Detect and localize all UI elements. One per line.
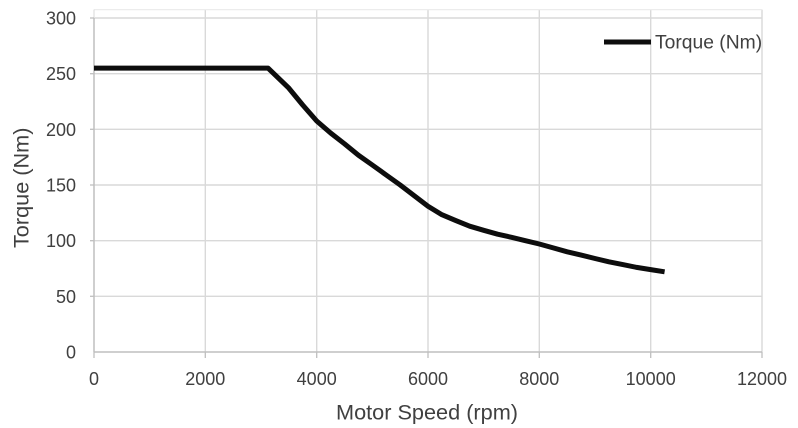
svg-text:150: 150 bbox=[46, 176, 76, 196]
svg-text:6000: 6000 bbox=[408, 369, 448, 389]
svg-text:100: 100 bbox=[46, 231, 76, 251]
svg-text:Motor Speed (rpm): Motor Speed (rpm) bbox=[336, 400, 518, 425]
svg-text:200: 200 bbox=[46, 120, 76, 140]
svg-text:Torque (Nm): Torque (Nm) bbox=[9, 128, 34, 249]
svg-text:10000: 10000 bbox=[626, 369, 676, 389]
svg-text:8000: 8000 bbox=[519, 369, 559, 389]
svg-text:12000: 12000 bbox=[737, 369, 787, 389]
svg-text:Torque (Nm): Torque (Nm) bbox=[655, 32, 762, 53]
svg-text:50: 50 bbox=[56, 287, 76, 307]
svg-text:0: 0 bbox=[66, 343, 76, 363]
svg-text:300: 300 bbox=[46, 9, 76, 29]
svg-text:4000: 4000 bbox=[297, 369, 337, 389]
svg-text:0: 0 bbox=[89, 369, 99, 389]
svg-text:2000: 2000 bbox=[185, 369, 225, 389]
svg-text:250: 250 bbox=[46, 64, 76, 84]
